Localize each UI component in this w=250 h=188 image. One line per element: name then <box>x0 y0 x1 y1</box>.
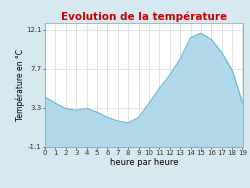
X-axis label: heure par heure: heure par heure <box>110 158 178 167</box>
Y-axis label: Température en °C: Température en °C <box>15 49 24 121</box>
Title: Evolution de la température: Evolution de la température <box>61 11 227 22</box>
